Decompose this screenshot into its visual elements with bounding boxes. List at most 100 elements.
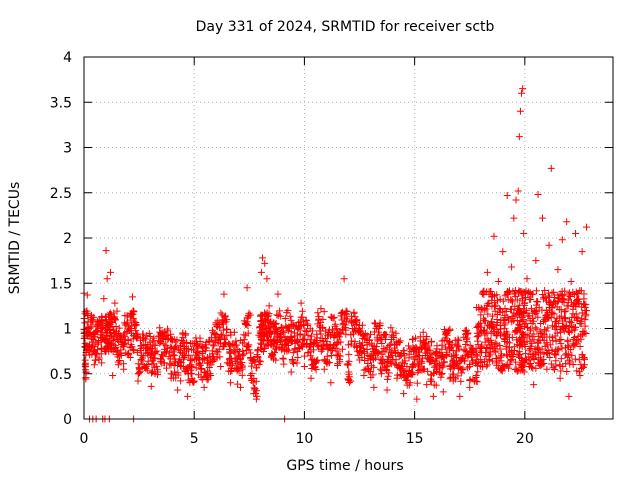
data-point [428, 338, 436, 346]
data-point [297, 299, 305, 307]
data-point [497, 357, 505, 365]
data-point [532, 287, 540, 295]
data-point [364, 360, 372, 368]
data-point [508, 263, 516, 271]
data-point [256, 357, 264, 365]
data-point [487, 287, 495, 295]
data-point [192, 364, 200, 372]
data-point [519, 366, 527, 374]
data-point [414, 361, 422, 369]
data-point [110, 335, 118, 343]
data-point [344, 376, 352, 384]
data-point [343, 315, 351, 323]
data-point [373, 349, 381, 357]
data-point [439, 388, 447, 396]
data-point [521, 294, 529, 302]
data-point [414, 368, 422, 376]
data-point [202, 338, 210, 346]
data-point [345, 368, 353, 376]
data-point [258, 336, 266, 344]
data-point [479, 363, 487, 371]
data-point [373, 333, 381, 341]
data-point [261, 259, 269, 267]
data-point [293, 359, 301, 367]
data-point [327, 379, 335, 387]
data-point [338, 345, 346, 353]
data-point [396, 365, 404, 373]
data-point [171, 368, 179, 376]
data-point [512, 196, 520, 204]
data-point [134, 360, 142, 368]
data-point [375, 322, 383, 330]
data-point [498, 367, 506, 375]
data-point [319, 324, 327, 332]
data-point [91, 356, 99, 364]
data-point [449, 357, 457, 365]
data-point [295, 318, 303, 326]
data-point [526, 325, 534, 333]
data-point [525, 346, 533, 354]
data-point [259, 348, 267, 356]
data-point [276, 312, 284, 320]
data-point [95, 354, 103, 362]
data-point [564, 350, 572, 358]
data-point [579, 330, 587, 338]
axis-ticks: 0 0.5 1 1.5 2 2.5 3 3.5 4 0 5 10 15 20 [50, 50, 613, 447]
data-point [86, 330, 94, 338]
data-point [493, 291, 501, 299]
data-point [519, 85, 527, 93]
data-point [184, 345, 192, 353]
data-point [197, 373, 205, 381]
data-point [317, 305, 325, 313]
data-point [249, 379, 257, 387]
data-point [438, 369, 446, 377]
data-point [449, 356, 457, 364]
data-point [565, 292, 573, 300]
data-point [164, 327, 172, 335]
data-point [270, 349, 278, 357]
data-point [450, 352, 458, 360]
data-point [227, 331, 235, 339]
data-point [525, 332, 533, 340]
data-point [124, 337, 132, 345]
data-point [553, 329, 561, 337]
data-point [355, 325, 363, 333]
data-point [543, 365, 551, 373]
data-point [109, 372, 117, 380]
data-point [432, 381, 440, 389]
data-point [582, 307, 590, 315]
data-point [112, 316, 120, 324]
data-point [559, 323, 567, 331]
data-point [381, 335, 389, 343]
data-point [95, 338, 103, 346]
data-point [325, 359, 333, 367]
data-point [544, 349, 552, 357]
data-point [582, 310, 590, 318]
data-point [423, 381, 431, 389]
data-point [283, 347, 291, 355]
data-point [130, 308, 138, 316]
data-point [581, 322, 589, 330]
data-point [581, 304, 589, 312]
data-point [216, 324, 224, 332]
data-point [370, 342, 378, 350]
data-point [200, 383, 208, 391]
data-point [217, 309, 225, 317]
data-point [424, 367, 432, 375]
data-point [106, 268, 114, 276]
data-point [453, 360, 461, 368]
data-point [442, 331, 450, 339]
data-point [227, 361, 235, 369]
data-point [370, 383, 378, 391]
data-point [124, 350, 132, 358]
data-point [558, 292, 566, 300]
data-point [244, 342, 252, 350]
data-point [217, 330, 225, 338]
data-point [511, 312, 519, 320]
data-point [499, 297, 507, 305]
data-point [90, 361, 98, 369]
data-point [456, 392, 464, 400]
data-point [188, 370, 196, 378]
data-point [375, 349, 383, 357]
data-point [271, 320, 279, 328]
